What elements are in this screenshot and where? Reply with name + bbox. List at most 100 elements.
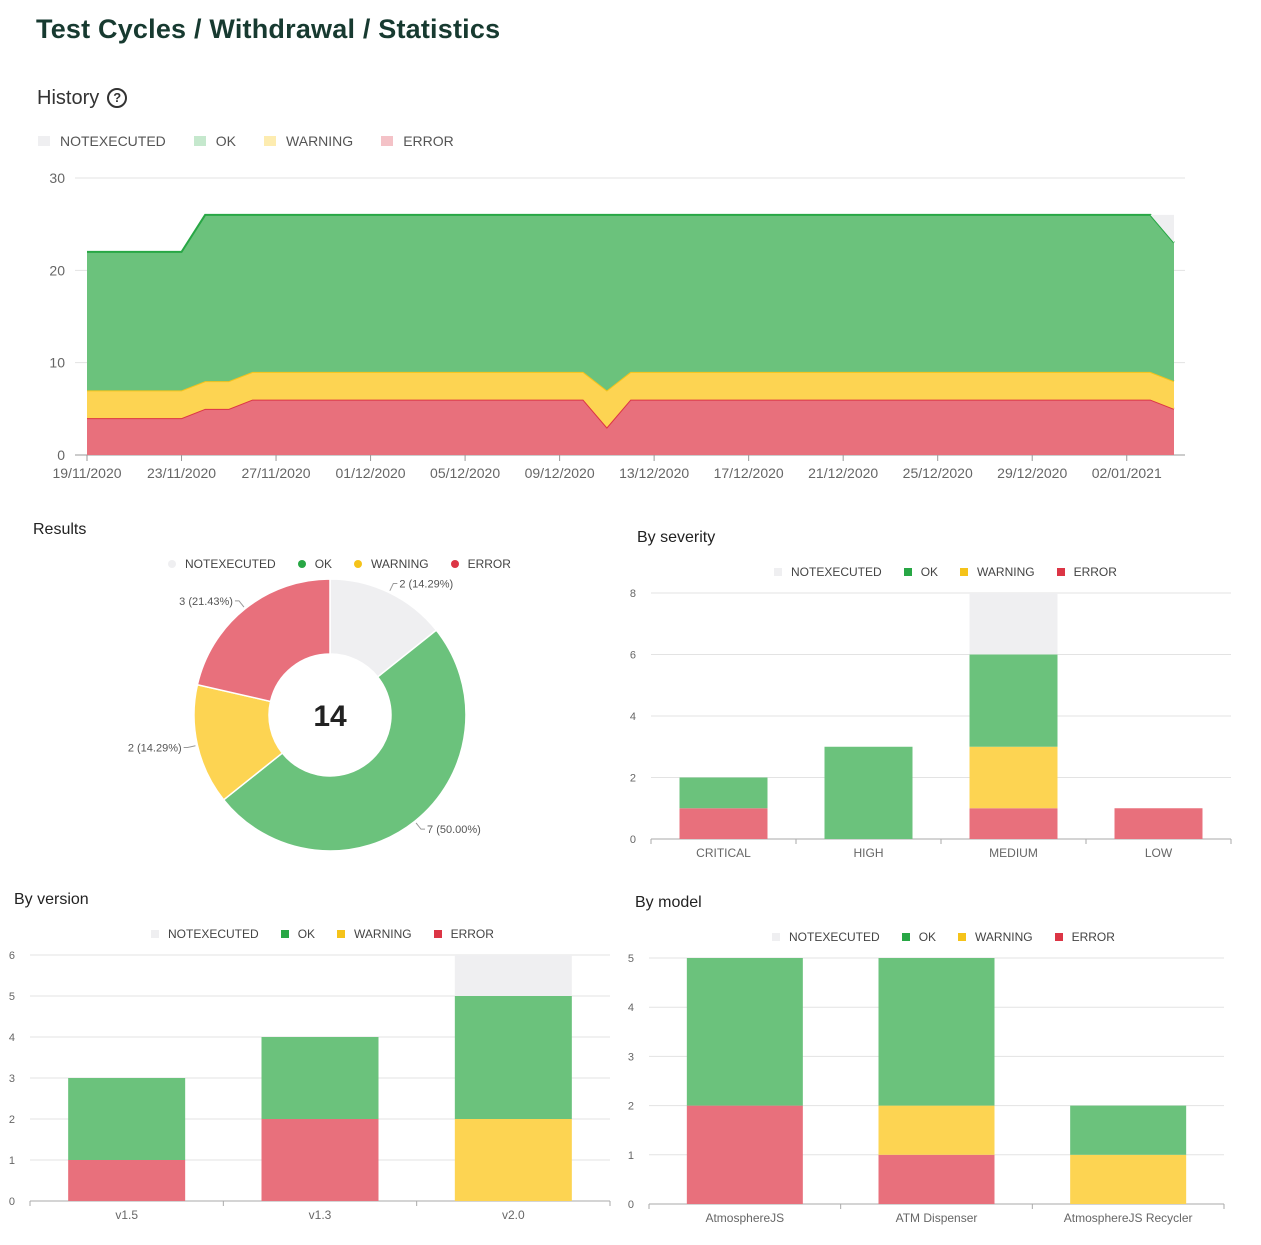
slice-label: 2 (14.29%) xyxy=(128,742,182,754)
legend-warning[interactable]: WARNING xyxy=(264,133,353,149)
y-tick-label: 0 xyxy=(630,834,636,846)
history-title: History? xyxy=(37,87,128,110)
legend-label: WARNING xyxy=(371,557,429,571)
bar-notexecuted xyxy=(454,955,572,996)
x-tick-label: 23/11/2020 xyxy=(147,465,216,481)
x-tick-label: 09/12/2020 xyxy=(525,465,595,481)
legend-swatch xyxy=(450,560,459,568)
legend-error[interactable]: ERROR xyxy=(433,927,494,941)
x-tick-label: CRITICAL xyxy=(696,846,751,860)
bar-warning xyxy=(1070,1154,1187,1204)
legend-ok[interactable]: OK xyxy=(280,927,315,941)
legend-error[interactable]: ERROR xyxy=(1054,930,1115,944)
x-tick-label: 27/11/2020 xyxy=(242,465,311,481)
bar-ok xyxy=(679,777,768,809)
history-title-text: History xyxy=(37,87,100,109)
legend-notexecuted[interactable]: NOTEXECUTED xyxy=(151,927,259,941)
bar-notexecuted xyxy=(969,593,1058,655)
legend-notexecuted[interactable]: NOTEXECUTED xyxy=(772,930,880,944)
results-legend: NOTEXECUTED OK WARNING ERROR xyxy=(168,557,533,571)
legend-label: NOTEXECUTED xyxy=(791,565,882,579)
area-warning xyxy=(87,371,1174,428)
legend-warning[interactable]: WARNING xyxy=(337,927,412,941)
history-area-chart: 0 10 20 30 19/11/2020 23/11/2020 27/11/2020 01/… xyxy=(49,170,1185,481)
bar-ok xyxy=(969,654,1058,747)
x-tick-label: MEDIUM xyxy=(989,846,1038,860)
legend-ok[interactable]: OK xyxy=(903,565,939,579)
legend-label: WARNING xyxy=(286,133,354,149)
y-tick-label: 6 xyxy=(9,950,15,962)
x-tick-label: AtmosphereJS Recycler xyxy=(1064,1211,1193,1225)
slice-label: 3 (21.43%) xyxy=(179,596,233,608)
legend-swatch xyxy=(960,568,969,576)
legend-notexecuted[interactable]: NOTEXECUTED xyxy=(168,557,276,571)
bar-error xyxy=(261,1119,379,1201)
legend-label: OK xyxy=(918,930,937,944)
version-bar-chart: 0 1 2 3 4 5 6 v1.5 v1.3 v2.0 xyxy=(9,950,611,1222)
legend-swatch xyxy=(168,560,176,568)
y-tick-label: 5 xyxy=(9,991,15,1003)
x-tick-label: AtmosphereJS xyxy=(705,1211,784,1225)
x-tick-label: v1.3 xyxy=(309,1208,332,1222)
legend-error[interactable]: ERROR xyxy=(381,133,454,149)
legend-ok[interactable]: OK xyxy=(901,930,937,944)
slice-label-line xyxy=(234,600,245,608)
model-bar-chart: 0 1 2 3 4 5 AtmosphereJS ATM Dispenser Atmospher… xyxy=(628,953,1225,1225)
legend-label: WARNING xyxy=(975,930,1033,944)
slice-error xyxy=(196,578,331,703)
bar-warning xyxy=(969,746,1058,809)
severity-bar-chart: 0 2 4 6 8 CRITICAL HIGH MEDIUM LOW xyxy=(630,588,1232,860)
x-tick-label: 21/12/2020 xyxy=(808,465,878,481)
severity-title: By severity xyxy=(637,529,716,546)
legend-notexecuted[interactable]: NOTEXECUTED xyxy=(774,565,882,579)
x-tick-label: 19/11/2020 xyxy=(52,465,121,481)
y-tick-label: 2 xyxy=(628,1101,634,1113)
x-tick-label: LOW xyxy=(1145,846,1173,860)
legend-swatch xyxy=(381,136,394,146)
question-circle-icon[interactable]: ? xyxy=(107,87,128,108)
y-tick-label: 0 xyxy=(9,1196,15,1208)
legend-label: OK xyxy=(314,557,333,571)
x-tick-label: 25/12/2020 xyxy=(903,465,973,481)
y-tick-label: 0 xyxy=(57,447,65,463)
legend-ok[interactable]: OK xyxy=(193,133,236,149)
bar-error xyxy=(686,1105,803,1204)
legend-swatch xyxy=(901,933,910,941)
legend-label: NOTEXECUTED xyxy=(185,557,276,571)
legend-label: ERROR xyxy=(1073,565,1117,579)
legend-swatch xyxy=(903,568,912,576)
x-tick-label: ATM Dispenser xyxy=(896,1211,978,1225)
legend-swatch xyxy=(958,933,967,941)
y-tick-label: 2 xyxy=(9,1114,15,1126)
x-tick-label: 29/12/2020 xyxy=(997,465,1067,481)
bar-warning xyxy=(878,1105,995,1155)
legend-swatch xyxy=(337,930,346,938)
legend-warning[interactable]: WARNING xyxy=(958,930,1033,944)
bar-ok xyxy=(878,958,995,1106)
slice-label: 7 (50.00%) xyxy=(427,824,481,836)
legend-warning[interactable]: WARNING xyxy=(354,557,429,571)
y-tick-label: 0 xyxy=(628,1199,634,1211)
y-tick-label: 20 xyxy=(49,262,65,278)
y-tick-label: 8 xyxy=(630,588,636,600)
legend-swatch xyxy=(1054,933,1063,941)
x-tick-label: 13/12/2020 xyxy=(619,465,689,481)
legend-error[interactable]: ERROR xyxy=(450,557,511,571)
version-legend: NOTEXECUTED OK WARNING ERROR xyxy=(151,927,516,941)
legend-notexecuted[interactable]: NOTEXECUTED xyxy=(38,133,166,149)
model-title: By model xyxy=(635,894,702,911)
legend-label: OK xyxy=(920,565,939,579)
legend-warning[interactable]: WARNING xyxy=(960,565,1035,579)
legend-swatch xyxy=(193,136,206,146)
legend-ok[interactable]: OK xyxy=(297,557,333,571)
legend-error[interactable]: ERROR xyxy=(1056,565,1117,579)
page-title: Test Cycles / Withdrawal / Statistics xyxy=(36,14,501,44)
legend-label: ERROR xyxy=(450,927,494,941)
legend-swatch xyxy=(1056,568,1065,576)
y-tick-label: 10 xyxy=(49,355,65,371)
area-ok xyxy=(87,214,1174,391)
area-error xyxy=(87,399,1174,455)
bar-ok xyxy=(686,958,803,1106)
y-tick-label: 2 xyxy=(630,773,636,785)
legend-swatch xyxy=(280,930,289,938)
